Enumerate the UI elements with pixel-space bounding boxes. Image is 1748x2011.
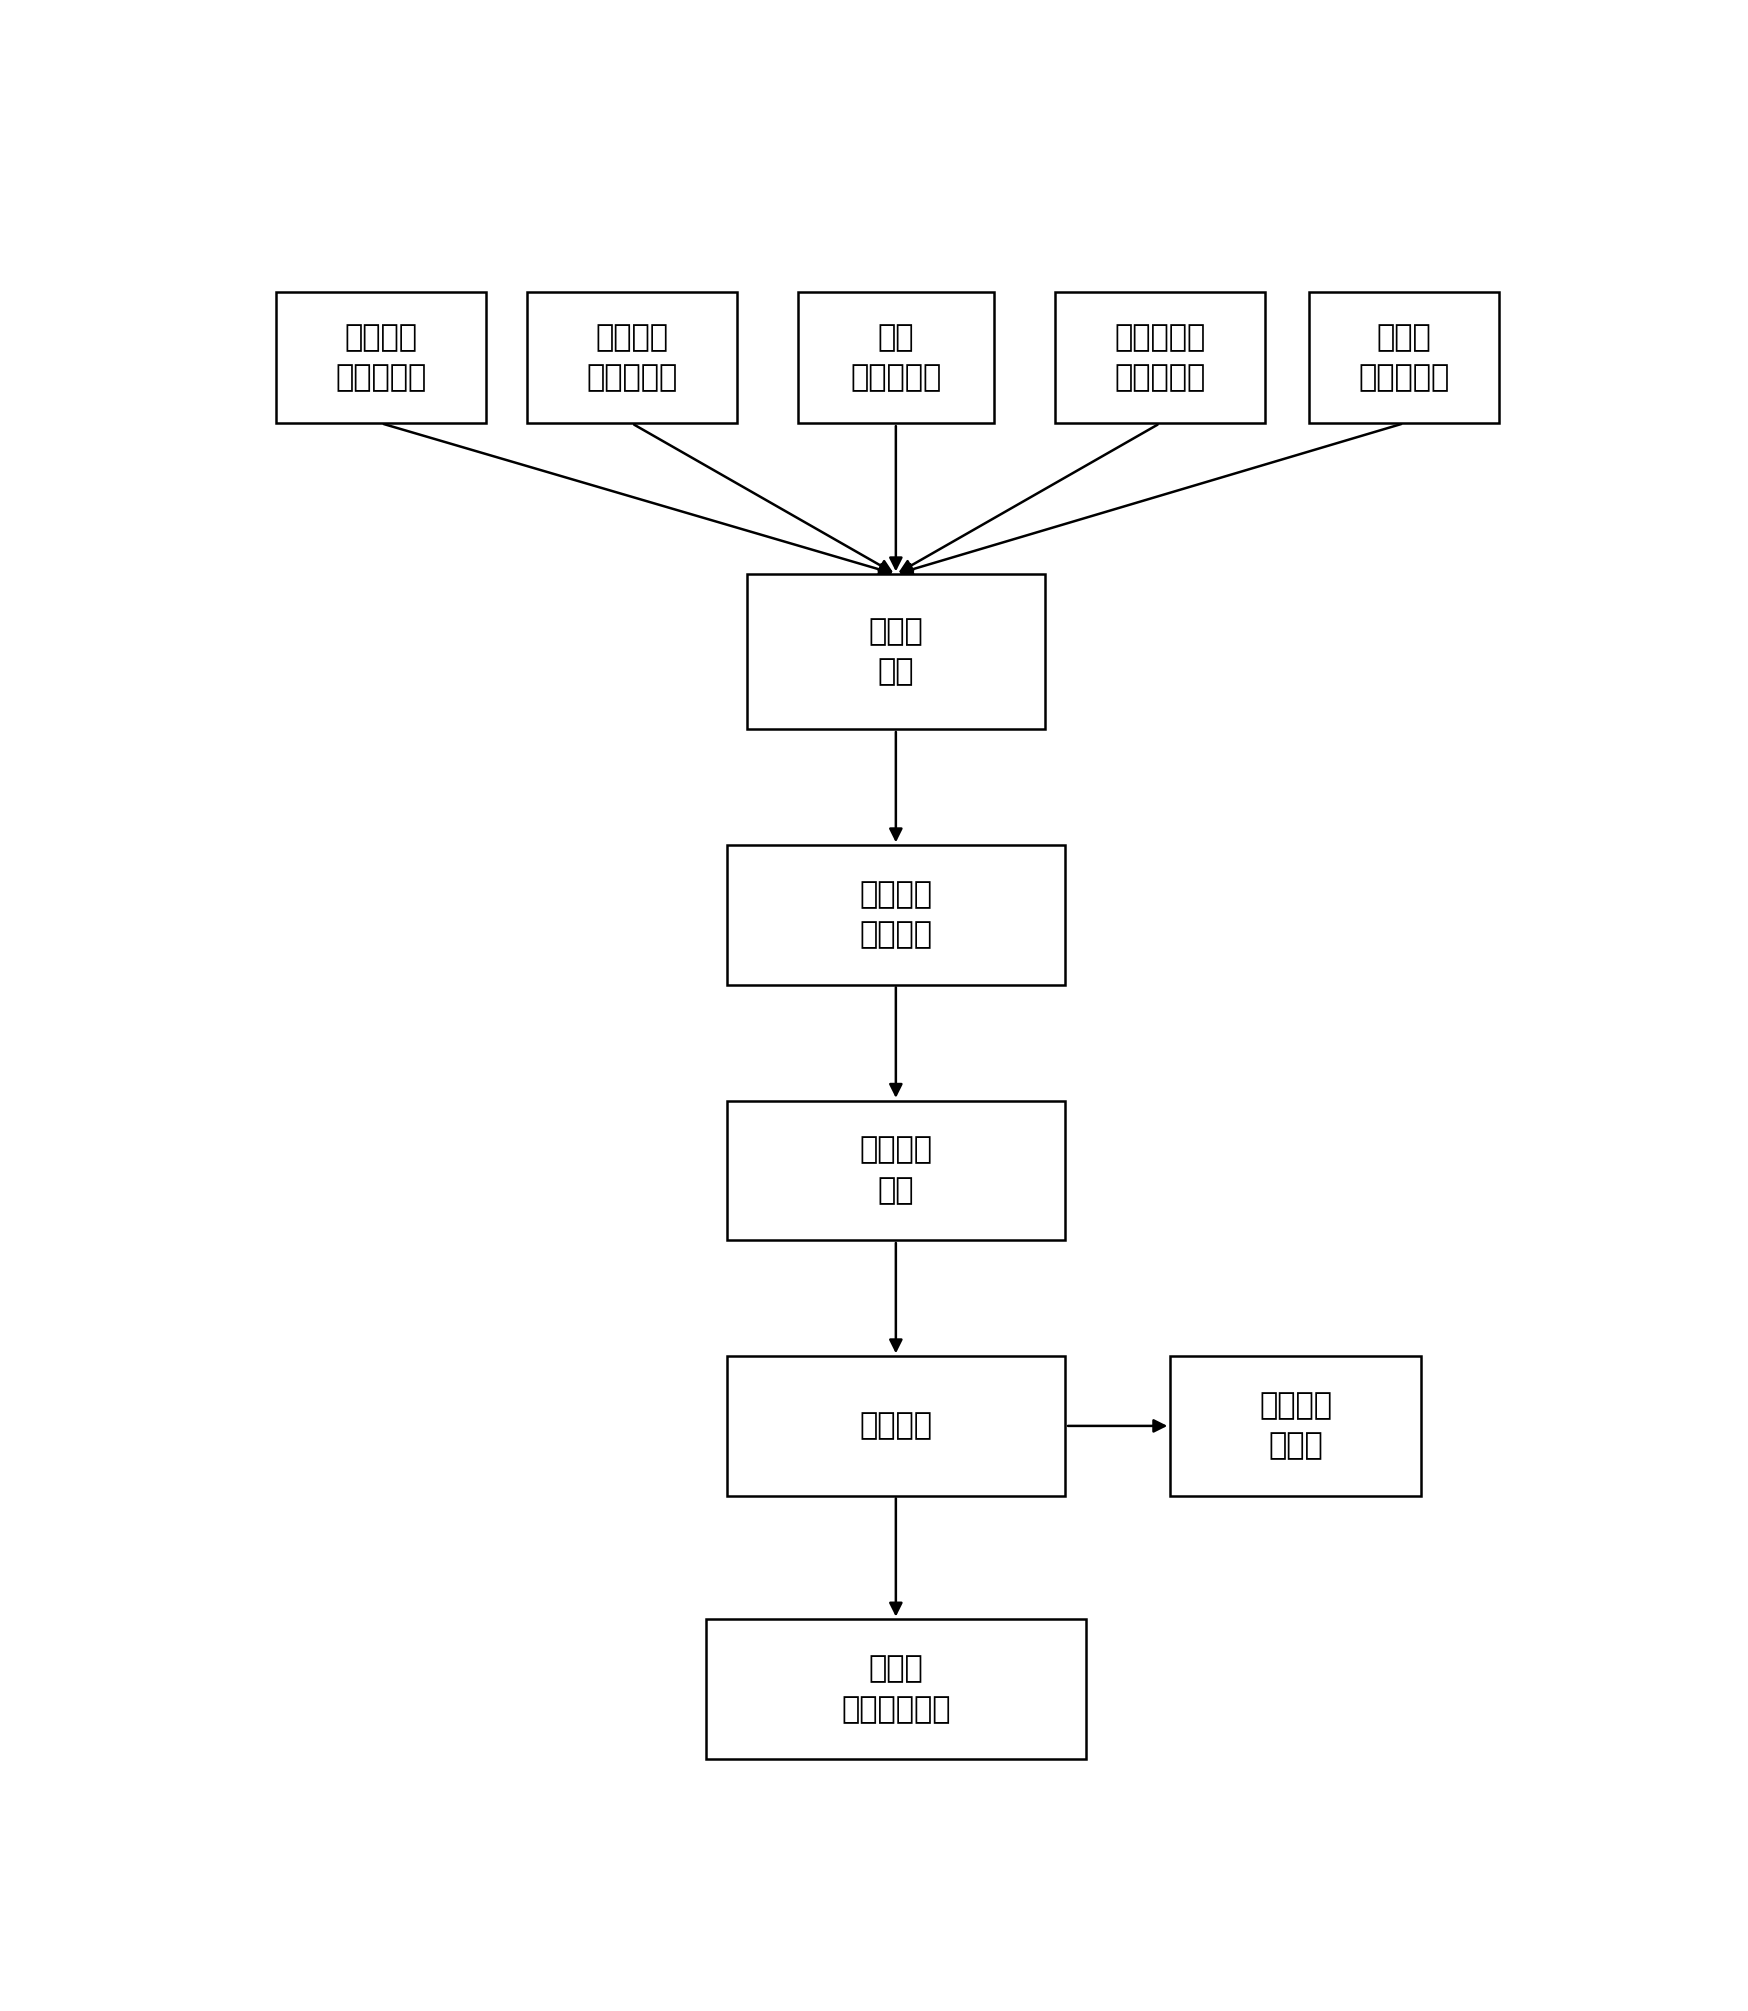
Text: 顶锥上的
温度传感器: 顶锥上的 温度传感器 [336, 322, 427, 392]
Text: 合成腔
加热电流控制: 合成腔 加热电流控制 [841, 1655, 951, 1723]
Text: 小波变换
滤波: 小波变换 滤波 [860, 1136, 932, 1205]
Text: 计算机
采样: 计算机 采样 [869, 617, 923, 686]
Text: 智能计算: 智能计算 [860, 1412, 932, 1440]
FancyBboxPatch shape [727, 1100, 1065, 1241]
Text: 加热电流的
电流互感器: 加热电流的 电流互感器 [1115, 322, 1206, 392]
Text: 环境
温度传感器: 环境 温度传感器 [850, 322, 942, 392]
Text: 结果显示
或打印: 结果显示 或打印 [1259, 1392, 1332, 1460]
FancyBboxPatch shape [526, 292, 736, 422]
Text: 预处理，
剔除变异: 预处理， 剔除变异 [860, 881, 932, 949]
FancyBboxPatch shape [797, 292, 995, 422]
FancyBboxPatch shape [276, 292, 486, 422]
Text: 顶锥上的
压力传感器: 顶锥上的 压力传感器 [586, 322, 676, 392]
Text: 冷却水
温度传感器: 冷却水 温度传感器 [1358, 322, 1449, 392]
FancyBboxPatch shape [1056, 292, 1266, 422]
FancyBboxPatch shape [706, 1619, 1086, 1760]
FancyBboxPatch shape [1169, 1355, 1421, 1496]
FancyBboxPatch shape [1309, 292, 1498, 422]
FancyBboxPatch shape [746, 575, 1045, 730]
FancyBboxPatch shape [727, 1355, 1065, 1496]
FancyBboxPatch shape [727, 845, 1065, 985]
